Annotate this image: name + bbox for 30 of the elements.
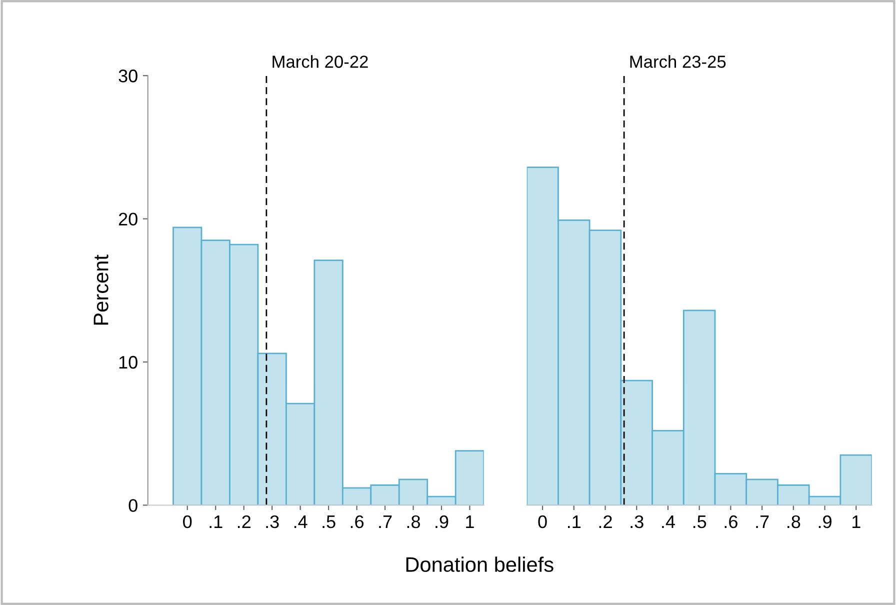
x-tick-label: 1 (466, 516, 474, 528)
y-tick-label: 0 (128, 499, 138, 512)
x-tick-label: .7 (756, 516, 769, 528)
y-axis-title: Percent (94, 254, 108, 325)
x-tick-label: 0 (538, 515, 547, 528)
x-tick-label: .5 (322, 516, 336, 528)
ref-line-label: March 20-22 (272, 55, 368, 68)
x-tick-label: .1 (210, 516, 222, 528)
x-axis-title: Donation beliefs (406, 556, 554, 572)
x-tick-label: .1 (568, 516, 581, 528)
x-tick-label: .9 (818, 515, 832, 528)
y-tick-label: 20 (118, 212, 138, 226)
x-tick-label: 1 (852, 516, 860, 528)
x-tick-label: .2 (599, 515, 612, 528)
y-tick-label: 30 (118, 70, 138, 82)
x-tick-label: .3 (266, 515, 279, 528)
x-tick-label: .6 (724, 515, 738, 528)
x-tick-label: .3 (630, 515, 644, 528)
x-tick-label: .9 (436, 515, 448, 528)
x-tick-label: .5 (693, 516, 706, 528)
y-tick-label: 10 (119, 356, 138, 369)
x-tick-label: .4 (294, 516, 308, 528)
x-tick-label: .7 (379, 516, 392, 528)
x-tick-label: .8 (407, 515, 420, 528)
x-tick-label: 0 (183, 515, 192, 528)
ref-line-label: March 23-25 (630, 55, 726, 68)
x-tick-label: .6 (350, 515, 364, 528)
x-tick-label: .2 (238, 515, 250, 528)
x-tick-label: .4 (662, 516, 675, 528)
x-tick-label: .8 (788, 515, 800, 528)
